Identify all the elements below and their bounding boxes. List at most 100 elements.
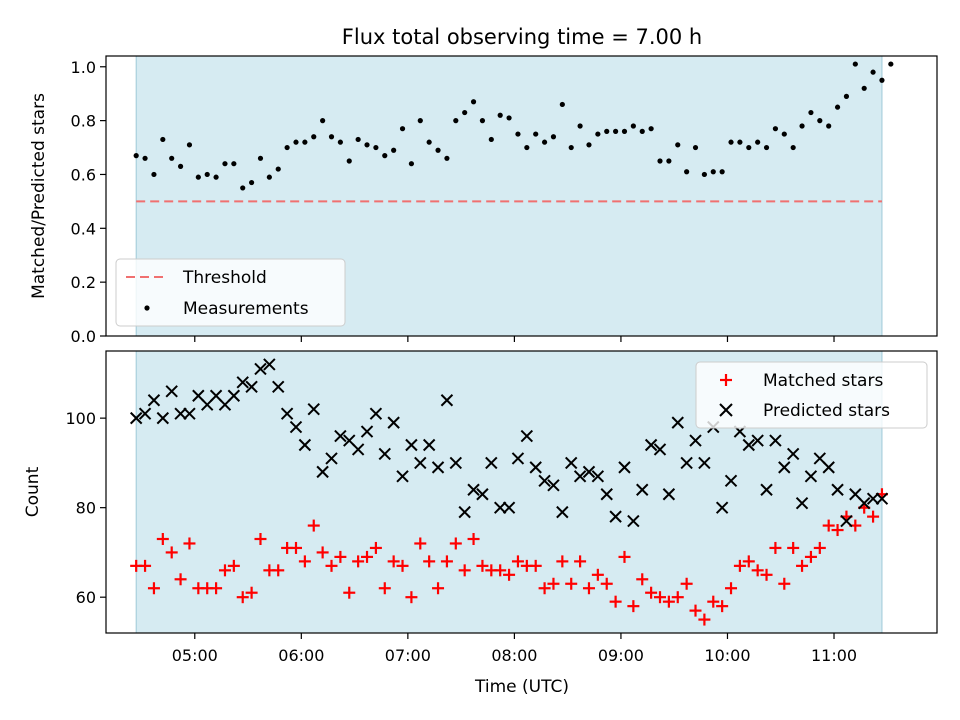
predicted-star-point	[289, 420, 303, 434]
top-y-axis-label: Matched/Predicted stars	[29, 93, 49, 299]
predicted-star-point	[627, 514, 640, 528]
predicted-star-point	[485, 456, 498, 470]
bottom-x-tick-label: 11:00	[811, 646, 857, 665]
predicted-star-point	[369, 407, 383, 420]
legend-matched-swatch	[720, 374, 732, 386]
matched-star-point	[432, 582, 445, 595]
top-y-tick-label: 0.0	[71, 327, 96, 346]
matched-star-point	[804, 550, 817, 563]
matched-star-point	[227, 559, 240, 572]
predicted-star-point	[236, 376, 249, 389]
measurement-point	[346, 158, 352, 164]
predicted-star-point	[422, 438, 436, 452]
top-plot-frame	[105, 55, 938, 337]
measurement-point	[497, 112, 503, 118]
measurement-point	[808, 109, 814, 116]
measurement-point	[692, 144, 699, 151]
measurement-point	[249, 179, 255, 186]
bottom-x-tick-label: 08:00	[491, 646, 537, 665]
predicted-star-point	[316, 465, 329, 479]
matched-star-point	[405, 591, 418, 604]
measurement-point	[577, 123, 583, 129]
predicted-star-point	[689, 434, 702, 447]
measurement-point	[879, 77, 885, 83]
predicted-star-point	[591, 470, 605, 483]
measurement-point	[515, 131, 521, 137]
measurement-point	[391, 147, 397, 153]
predicted-star-point	[556, 505, 569, 519]
matched-star-point	[591, 568, 604, 581]
bottom-y-axis-label: Count	[23, 466, 43, 517]
predicted-star-point	[272, 380, 285, 394]
matched-star-point	[582, 582, 595, 595]
matched-star-point	[618, 550, 631, 563]
measurement-point	[470, 99, 477, 105]
top-x-ticks	[194, 336, 835, 342]
predicted-star-point	[156, 411, 170, 425]
bottom-x-axis: 05:00 06:00 07:00 08:00 09:00 10:00 11:00	[172, 633, 857, 665]
bottom-y-tick-label: 100	[65, 409, 96, 428]
matched-star-point	[778, 577, 791, 590]
predicted-star-point	[360, 425, 374, 438]
predicted-star-point	[414, 456, 427, 470]
measurement-point	[834, 104, 841, 110]
bottom-x-tick-label: 09:00	[598, 646, 644, 665]
top-y-axis: 0.0 0.2 0.4 0.6 0.8 1.0	[71, 58, 106, 346]
top-y-tick-label: 1.0	[71, 58, 96, 77]
measurement-point	[550, 134, 557, 140]
predicted-star-point	[387, 416, 400, 429]
matched-star-point	[440, 555, 453, 568]
matched-star-point	[867, 510, 880, 523]
predicted-star-point	[636, 483, 649, 496]
predicted-star-point	[680, 456, 693, 470]
matched-star-point	[210, 582, 223, 595]
predicted-star-point	[245, 380, 258, 394]
predicted-star-point	[431, 461, 445, 474]
measurement-point	[648, 126, 654, 132]
predicted-star-point	[644, 438, 658, 452]
measurement-point	[284, 144, 290, 151]
predicted-star-point	[307, 402, 320, 416]
bottom-x-tick-label: 06:00	[278, 646, 324, 665]
measurement-point	[275, 166, 281, 172]
matched-star-point	[352, 555, 365, 568]
matched-star-point	[689, 604, 702, 617]
predicted-star-point	[760, 483, 773, 496]
predicted-star-point	[698, 456, 711, 470]
legend-threshold-label: Threshold	[182, 268, 267, 288]
measurement-point	[533, 131, 539, 137]
measurement-point	[524, 144, 530, 151]
measurement-point	[506, 115, 512, 121]
predicted-star-point	[600, 488, 613, 501]
measurement-point	[213, 174, 219, 180]
matched-star-point	[325, 559, 338, 572]
predicted-star-point	[280, 407, 294, 420]
predicted-star-point	[538, 474, 551, 488]
matched-star-point	[529, 559, 542, 572]
matched-star-point	[787, 541, 800, 554]
measurement-point	[755, 139, 761, 145]
matched-star-point	[423, 555, 436, 568]
measurement-point	[684, 169, 690, 175]
matched-star-point	[183, 537, 196, 550]
measurement-point	[852, 61, 858, 67]
matched-star-point	[396, 559, 409, 572]
predicted-stars-points	[129, 358, 889, 528]
predicted-star-point	[866, 492, 880, 505]
measurement-point	[177, 163, 184, 169]
measurement-point	[870, 69, 876, 75]
predicted-star-point	[325, 452, 338, 465]
matched-star-point	[458, 564, 471, 577]
predicted-star-point	[165, 385, 178, 398]
measurement-point	[151, 171, 157, 178]
predicted-star-point	[582, 465, 596, 479]
measurement-point	[657, 158, 663, 164]
matched-star-point	[813, 541, 826, 554]
measurement-point	[790, 144, 796, 151]
predicted-star-point	[458, 505, 471, 519]
measurement-point	[568, 144, 574, 151]
matched-star-point	[174, 573, 187, 586]
measurement-point	[781, 131, 787, 137]
matched-star-point	[361, 550, 374, 563]
predicted-star-point	[396, 470, 409, 483]
